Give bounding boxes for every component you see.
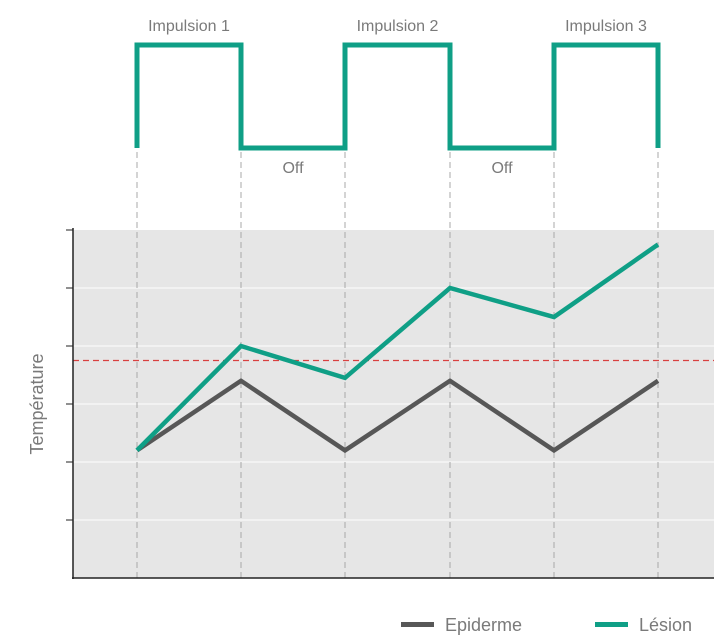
pulse-label-2: Impulsion 2 bbox=[357, 18, 439, 35]
y-axis-label: Température bbox=[27, 353, 47, 454]
series-line-lesion bbox=[135, 242, 660, 452]
off-label-2: Off bbox=[491, 160, 513, 177]
legend-swatch-epiderme bbox=[401, 622, 434, 627]
legend-swatch-lesion bbox=[595, 622, 628, 627]
off-label-1: Off bbox=[282, 160, 304, 177]
legend-label-lesion: Lésion bbox=[639, 615, 692, 635]
series-line-epiderme bbox=[135, 378, 660, 454]
pulse-label-3: Impulsion 3 bbox=[565, 18, 647, 35]
legend-label-epiderme: Epiderme bbox=[445, 615, 522, 635]
pulse-train-line bbox=[134, 42, 661, 151]
pulse-label-1: Impulsion 1 bbox=[148, 18, 230, 35]
